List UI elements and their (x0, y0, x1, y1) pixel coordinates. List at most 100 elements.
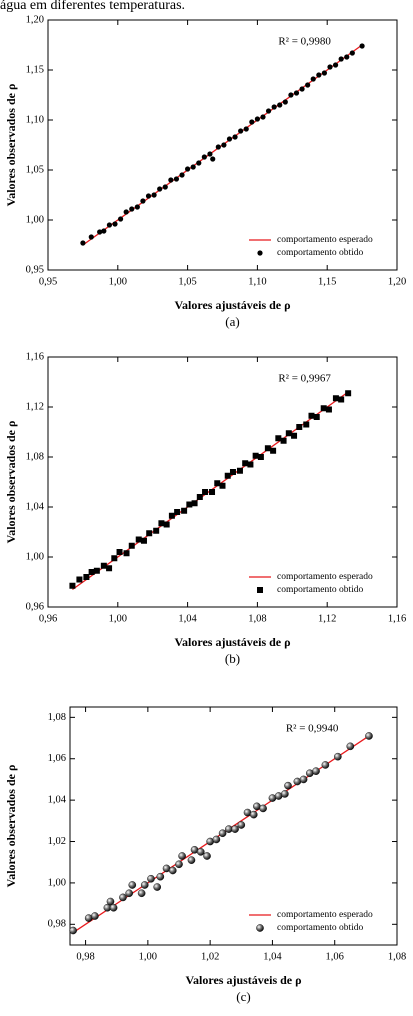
point (285, 430, 292, 437)
point (238, 128, 244, 134)
legend-label: comportamento obtido (277, 585, 364, 595)
y-tick-label: 1,05 (26, 164, 44, 175)
point (212, 835, 221, 844)
point (128, 542, 135, 549)
x-tick-label: 1,10 (248, 276, 266, 287)
point (320, 405, 327, 412)
point (215, 144, 221, 150)
point (123, 209, 129, 215)
chart: 0,98 1,00 1,02 1,04 1,06 1,08 0,98 1,00 1,02 1,04… (4, 706, 406, 1004)
point (175, 860, 183, 869)
point (196, 848, 205, 856)
point (97, 229, 103, 235)
point (346, 742, 355, 751)
y-tick-label: 1,06 (48, 753, 66, 764)
plot-frame (47, 19, 398, 271)
point (129, 206, 135, 212)
point (190, 164, 196, 170)
point (151, 192, 157, 198)
point (219, 482, 226, 489)
point (186, 501, 193, 508)
point (321, 761, 330, 769)
point (291, 432, 298, 439)
point (359, 43, 365, 49)
point (236, 467, 243, 474)
point (106, 897, 115, 906)
point (153, 883, 161, 891)
point (332, 62, 339, 68)
point (201, 154, 207, 160)
point (140, 198, 146, 204)
point (270, 447, 277, 454)
point (237, 821, 246, 829)
point (181, 507, 188, 514)
point (106, 565, 113, 572)
point (202, 489, 209, 495)
point (260, 114, 266, 120)
point (117, 216, 124, 222)
point (109, 903, 118, 912)
y-tick-label: 1,04 (26, 501, 45, 512)
point (158, 520, 165, 527)
point (226, 136, 233, 142)
point (91, 912, 99, 920)
point (316, 72, 322, 78)
point (305, 82, 311, 88)
legend-label: comportamento esperado (277, 235, 373, 245)
annotation: R² = 0,9967 (278, 373, 331, 385)
legend-swatch (256, 924, 264, 932)
plot-frame (69, 706, 398, 946)
point (312, 767, 320, 775)
x-axis-label: Valores ajustáveis de ρ (185, 973, 301, 987)
point (191, 500, 198, 507)
point (112, 221, 118, 227)
point (281, 790, 289, 798)
legend-label: comportamento esperado (277, 572, 373, 582)
point (325, 406, 332, 413)
annotation: R² = 0,9980 (278, 36, 331, 48)
point (231, 825, 239, 833)
legend-label: comportamento obtido (277, 923, 364, 933)
x-tick-label: 1,16 (388, 613, 406, 624)
x-axis-label: Valores ajustáveis de ρ (174, 298, 290, 312)
y-tick-label: 1,16 (26, 351, 44, 362)
point (156, 872, 165, 881)
point (257, 454, 264, 460)
point (299, 86, 305, 92)
point (345, 390, 352, 397)
point (271, 104, 277, 110)
y-tick-label: 1,00 (26, 551, 44, 562)
point (321, 70, 328, 76)
y-axis-label: Valores observados de ρ (4, 84, 18, 207)
point (332, 395, 339, 402)
y-tick-label: 1,08 (26, 451, 44, 462)
plot-frame (47, 356, 398, 608)
point (134, 204, 140, 210)
point (157, 186, 163, 192)
y-tick-label: 1,15 (26, 64, 44, 75)
point (163, 521, 170, 528)
point (308, 412, 315, 419)
legend-label: comportamento esperado (277, 910, 373, 920)
point (224, 472, 231, 479)
x-tick-label: 1,04 (263, 951, 282, 962)
point (207, 151, 213, 157)
y-tick-label: 1,02 (48, 836, 66, 847)
x-tick-label: 0,96 (39, 613, 57, 624)
point (229, 469, 236, 475)
y-tick-label: 0,98 (48, 919, 66, 930)
y-axis-label: Valores observados de ρ (4, 765, 18, 888)
point (88, 234, 94, 240)
point (140, 881, 149, 889)
point (334, 752, 342, 761)
point (282, 99, 288, 105)
point (264, 445, 271, 452)
point (218, 829, 227, 838)
point (145, 193, 152, 199)
point (249, 119, 255, 125)
point (349, 50, 355, 56)
point (101, 228, 107, 234)
point (196, 160, 202, 166)
x-tick-label: 1,05 (178, 276, 196, 287)
x-tick-label: 1,00 (109, 613, 127, 624)
